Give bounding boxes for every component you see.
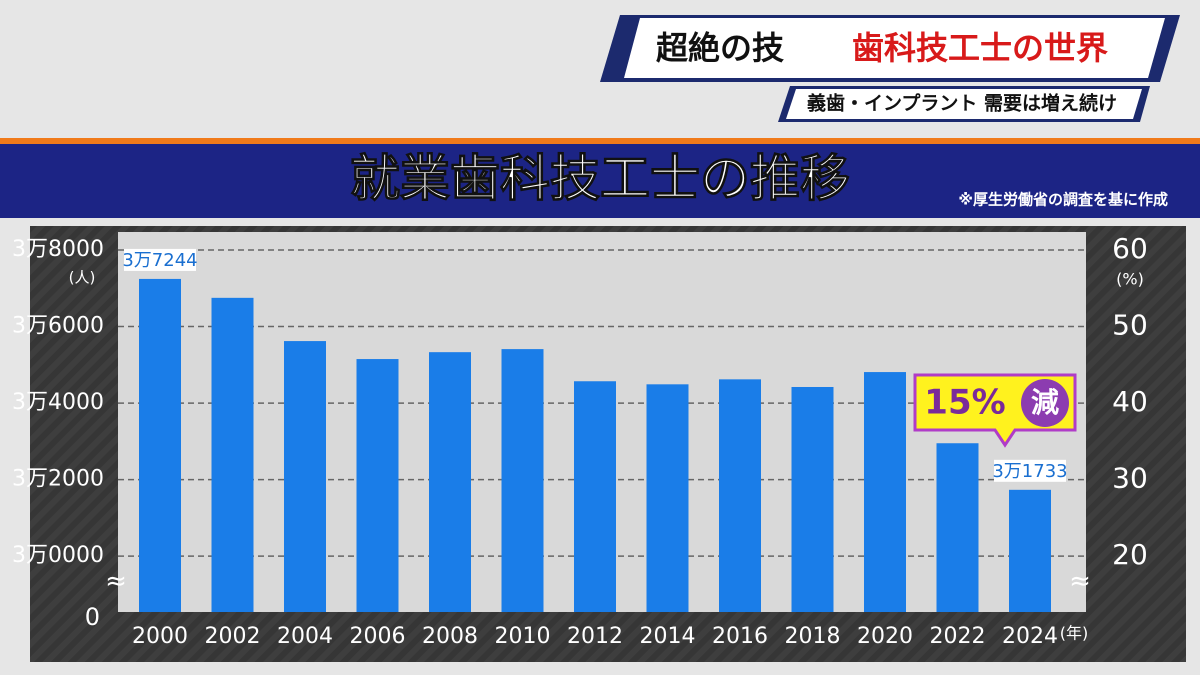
x-tick-label: 2014 (640, 624, 696, 649)
y-tick-label: 3万8000 (12, 237, 104, 262)
x-unit: (年) (1060, 624, 1089, 643)
axis-origin-label: 0 (85, 603, 100, 631)
banner-title: 歯科技工士の世界 (852, 29, 1108, 67)
accent-line (0, 138, 1200, 144)
bar (429, 352, 471, 612)
value-label: 3万7244 (122, 250, 197, 271)
y2-tick-label: 30 (1112, 462, 1148, 495)
x-tick-label: 2012 (567, 624, 623, 649)
x-tick-label: 2000 (132, 624, 188, 649)
axis-break: ≈ (1069, 567, 1091, 597)
y2-tick-label: 60 (1112, 232, 1148, 265)
annotation-badge (1021, 379, 1069, 427)
x-tick-label: 2008 (422, 624, 478, 649)
bar (936, 443, 979, 612)
bar (574, 381, 616, 612)
bar (719, 379, 761, 612)
banner-box (624, 18, 1165, 78)
x-tick-label: 2022 (930, 624, 986, 649)
bar (1009, 489, 1051, 612)
y-tick-label: 3万0000 (12, 543, 104, 568)
value-label-bg (994, 459, 1066, 482)
x-tick-label: 2024 (1002, 624, 1058, 649)
source-note: ※厚生労働省の調査を基に作成 (958, 191, 1168, 209)
y2-tick-label: 20 (1112, 538, 1148, 571)
x-tick-label: 2010 (495, 624, 551, 649)
x-tick-label: 2020 (857, 624, 913, 649)
chart-title: 就業歯科技工士の推移 (350, 150, 850, 208)
y-unit: (人) (69, 269, 96, 287)
subtitle-box (786, 89, 1142, 119)
bar (284, 341, 326, 612)
annotation-text: 15% (924, 383, 1005, 423)
x-tick-label: 2006 (350, 624, 406, 649)
bar (211, 297, 254, 612)
banner-subtitle: 義歯・インプラント 需要は増え続け (807, 92, 1117, 115)
value-label: 3万1733 (992, 461, 1067, 482)
bar (356, 359, 399, 612)
y-tick-label: 3万2000 (12, 467, 104, 492)
banner-lead: 超絶の技 (656, 29, 784, 67)
annotation-badge-text: 減 (1031, 386, 1059, 419)
axis-break: ≈ (105, 567, 127, 597)
y2-tick-label: 50 (1112, 309, 1148, 342)
bar (864, 372, 906, 612)
x-tick-label: 2016 (712, 624, 768, 649)
y-tick-label: 3万4000 (12, 390, 104, 415)
x-tick-label: 2018 (785, 624, 841, 649)
x-tick-label: 2004 (277, 624, 333, 649)
title-band (0, 144, 1200, 218)
bar (791, 386, 834, 612)
bar (501, 349, 544, 612)
bar (646, 384, 689, 612)
x-tick-label: 2002 (205, 624, 261, 649)
chart: 3万0000 3万2000 3万4000 3万6000 3万8000 20 30 40 50 60… (12, 232, 1148, 649)
y-tick-label: 3万6000 (12, 314, 104, 339)
y2-unit: (%) (1116, 270, 1144, 289)
bar (139, 278, 181, 612)
y2-tick-label: 40 (1112, 385, 1148, 418)
value-label-bg (124, 248, 196, 271)
